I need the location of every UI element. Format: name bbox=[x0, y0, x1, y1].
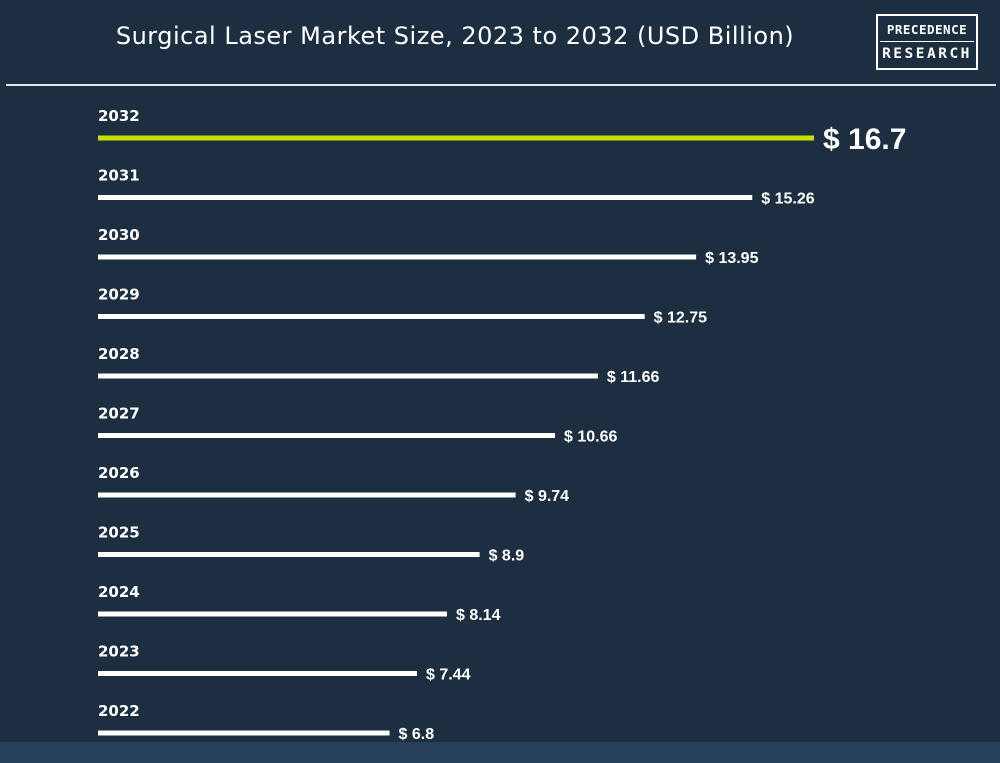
bar bbox=[98, 254, 697, 260]
year-label: 2032 bbox=[98, 107, 140, 125]
value-label: $ 12.75 bbox=[654, 310, 707, 327]
value-label: $ 8.14 bbox=[456, 607, 501, 624]
value-label: $ 13.95 bbox=[705, 250, 758, 267]
bar bbox=[98, 611, 447, 617]
value-label: $ 9.74 bbox=[525, 488, 570, 505]
logo-divider bbox=[880, 40, 974, 42]
bar bbox=[98, 373, 598, 379]
header-divider bbox=[6, 84, 996, 86]
logo-text-bottom: RESEARCH bbox=[882, 45, 972, 62]
year-label: 2023 bbox=[98, 643, 140, 661]
year-label: 2030 bbox=[98, 226, 140, 244]
bar bbox=[98, 552, 480, 557]
bar bbox=[98, 730, 390, 736]
value-label: $ 16.7 bbox=[823, 123, 906, 156]
year-label: 2028 bbox=[98, 345, 140, 363]
year-label: 2024 bbox=[98, 583, 140, 601]
chart-title: Surgical Laser Market Size, 2023 to 2032… bbox=[115, 22, 795, 50]
value-label: $ 10.66 bbox=[564, 429, 617, 446]
bar-highlight bbox=[98, 135, 814, 141]
year-label: 2026 bbox=[98, 464, 140, 482]
year-label: 2029 bbox=[98, 286, 140, 304]
value-label: $ 15.26 bbox=[761, 191, 814, 208]
year-label: 2025 bbox=[98, 524, 140, 542]
year-label: 2031 bbox=[98, 167, 140, 185]
bottom-strip bbox=[0, 742, 1000, 763]
bar bbox=[98, 195, 753, 200]
precedence-research-logo: PRECEDENCE RESEARCH bbox=[876, 14, 978, 70]
value-label: $ 8.9 bbox=[489, 548, 525, 565]
value-label: $ 7.44 bbox=[426, 667, 471, 684]
bar bbox=[98, 314, 645, 319]
value-label: $ 6.8 bbox=[399, 726, 435, 743]
logo-text-top: PRECEDENCE bbox=[886, 21, 968, 37]
bar bbox=[98, 671, 417, 676]
year-label: 2027 bbox=[98, 405, 140, 423]
value-label: $ 11.66 bbox=[607, 369, 660, 386]
bar bbox=[98, 433, 556, 438]
bar bbox=[98, 492, 516, 498]
year-label: 2022 bbox=[98, 702, 140, 720]
